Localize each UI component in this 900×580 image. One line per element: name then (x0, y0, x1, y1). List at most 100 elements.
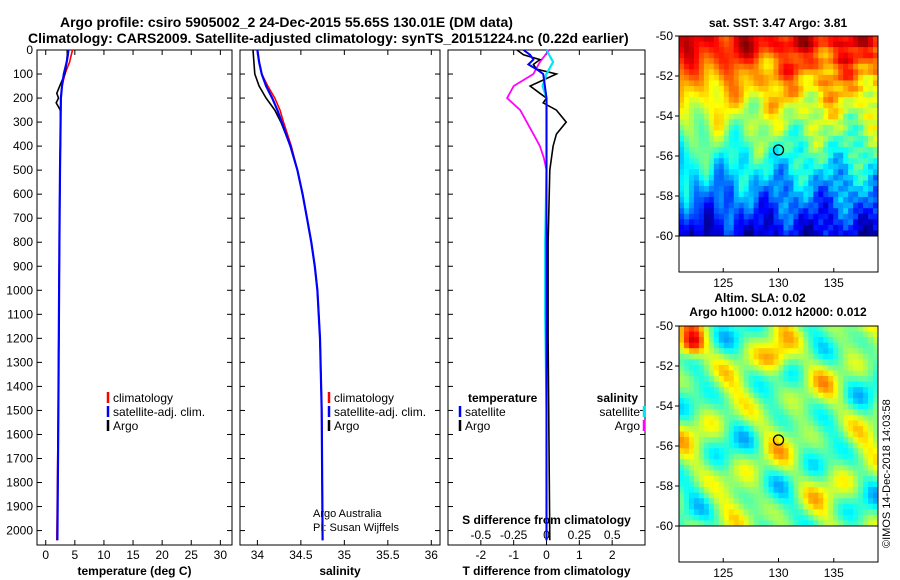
sst-map-cell (808, 97, 814, 104)
sla-map-cell (758, 487, 764, 494)
sla-map-cell (823, 331, 829, 338)
sla-map-cell (833, 359, 839, 366)
sla-map-cell (798, 448, 804, 455)
sla-map-cell (843, 431, 849, 438)
sst-map-cell (858, 163, 864, 170)
sla-map-cell (733, 509, 740, 516)
sla-map-cell (813, 326, 819, 332)
sla-map-cell (808, 476, 814, 482)
sla-map-cell (703, 398, 710, 405)
sla-map-cell (733, 426, 740, 432)
sla-map-cell (778, 476, 784, 482)
salinity-xtick-label: 35.5 (376, 548, 400, 562)
sst-map-cell (823, 108, 829, 115)
sla-map-cell (758, 381, 764, 388)
sst-map-cell (788, 80, 794, 87)
sla-map-cell (818, 387, 824, 394)
sst-map-cell (763, 202, 769, 209)
sla-map-cell (763, 392, 769, 399)
sla-map-cell (848, 503, 854, 510)
sla-map-cell (679, 337, 685, 344)
sst-map-cell (688, 124, 695, 131)
sla-map-cell (773, 381, 779, 388)
sst-map-cell (723, 208, 730, 215)
sla-map-cell (688, 420, 695, 427)
sst-map-cell (763, 208, 769, 215)
sst-map-cell (688, 52, 695, 59)
sla-map-cell (858, 442, 864, 449)
salinity-xtick-label: 35 (338, 548, 352, 562)
sla-map-cell (793, 337, 799, 344)
sla-map-cell (863, 481, 869, 488)
sla-map-cell (753, 381, 760, 388)
sst-map-cell (813, 108, 819, 115)
sla-map-cell (838, 470, 844, 477)
sla-map-cell (703, 326, 710, 332)
sla-map-cell (853, 431, 859, 438)
sla-map-cell (703, 498, 710, 505)
sst-map-cell (679, 69, 685, 76)
sla-map-cell (873, 509, 879, 516)
sla-map-cell (848, 459, 854, 466)
sla-map-cell (753, 437, 760, 444)
sst-map-cell (873, 97, 879, 104)
sst-map-cell (743, 191, 750, 198)
sst-map-cell (838, 124, 844, 131)
sla-map-cell (868, 448, 874, 455)
sla-map-cell (838, 337, 844, 344)
sla-map-cell (848, 331, 854, 338)
sla-map-cell (723, 514, 730, 521)
sla-map-cell (783, 448, 789, 455)
sla-map-cell (708, 448, 715, 455)
sst-map-cell (793, 180, 799, 187)
sla-map-cell (768, 359, 774, 366)
sla-map-cell (858, 459, 864, 466)
sst-map-cell (868, 119, 874, 126)
sst-map-cell (713, 224, 720, 231)
sst-map-cell (748, 141, 755, 148)
sla-map-cell (738, 498, 745, 505)
sst-map-cell (788, 119, 794, 126)
sla-map-cell (848, 520, 854, 527)
sst-map-cell (698, 180, 705, 187)
sla-map-cell (868, 498, 874, 505)
sst-map-cell (679, 80, 685, 87)
sla-map-cell (723, 387, 730, 394)
sst-map-cell (723, 202, 730, 209)
sst-map-cell (688, 47, 695, 54)
sla-map-cell (683, 420, 690, 427)
sla-map-cell (708, 348, 715, 355)
sst-map-cell (833, 80, 839, 87)
sst-map-cell (848, 52, 854, 59)
sla-map-cell (698, 342, 705, 349)
sst-map-cell (823, 91, 829, 98)
sla-map-cell (808, 409, 814, 416)
sla-map-cell (693, 520, 700, 527)
sla-map-cell (679, 398, 685, 405)
sla-map-cell (758, 331, 764, 338)
sst-map-cell (768, 41, 774, 48)
sst-map-cell (798, 113, 804, 120)
sst-map-cell (753, 136, 760, 142)
sst-map-cell (773, 147, 779, 154)
sla-map-cell (743, 520, 750, 527)
sla-map-cell (703, 359, 710, 366)
sla-map-cell (743, 453, 750, 460)
sst-map-cell (773, 47, 779, 54)
sla-map-cell (698, 509, 705, 516)
sla-map-cell (753, 509, 760, 516)
sst-map-cell (868, 208, 874, 215)
sla-map-cell (853, 453, 859, 460)
sst-map-cell (693, 91, 700, 98)
sst-map-cell (748, 158, 755, 165)
sla-map-cell (843, 331, 849, 338)
sla-map-cell (713, 353, 720, 360)
sla-map-cell (708, 464, 715, 471)
sst-map-cell (828, 141, 834, 148)
sla-map-cell (733, 470, 740, 477)
sla-map-cell (838, 331, 844, 338)
sst-map-cell (743, 102, 750, 109)
sst-map-cell (868, 158, 874, 165)
sla-map-cell (783, 331, 789, 338)
sst-map-cell (818, 180, 824, 187)
